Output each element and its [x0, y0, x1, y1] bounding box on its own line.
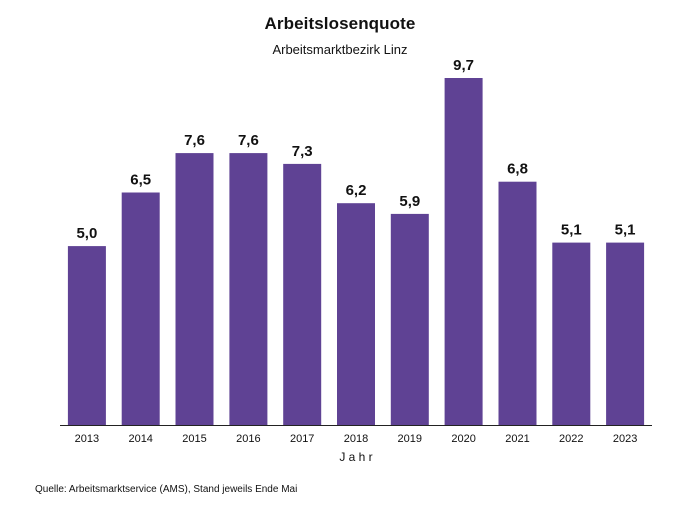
data-label-2019: 5,9	[399, 193, 420, 210]
x-tick-2021: 2021	[505, 433, 529, 445]
x-tick-2017: 2017	[290, 433, 314, 445]
bar-2015	[175, 153, 214, 425]
x-tick-2019: 2019	[398, 433, 422, 445]
bar-2013	[67, 246, 106, 425]
data-label-2017: 7,3	[292, 143, 313, 160]
bar-2020	[444, 78, 483, 425]
bar-2018	[337, 203, 375, 425]
x-tick-2023: 2023	[613, 433, 637, 445]
bar-2016	[229, 153, 268, 425]
data-label-2013: 5,0	[76, 225, 97, 242]
bar-2022	[552, 242, 591, 425]
x-tick-2022: 2022	[559, 433, 583, 445]
x-tick-2014: 2014	[128, 433, 152, 445]
x-axis-label: J a h r	[339, 450, 372, 464]
bar-2023	[606, 242, 645, 425]
x-tick-2016: 2016	[236, 433, 260, 445]
chart-subtitle: Arbeitsmarktbezirk Linz	[272, 42, 408, 57]
source-note: Quelle: Arbeitsmarktservice (AMS), Stand…	[35, 484, 298, 495]
data-label-2020: 9,7	[453, 57, 474, 74]
chart-title: Arbeitslosenquote	[264, 14, 416, 33]
data-label-2021: 6,8	[507, 161, 528, 178]
data-label-2022: 5,1	[561, 222, 582, 239]
data-label-2016: 7,6	[238, 132, 259, 149]
data-label-2015: 7,6	[184, 132, 205, 149]
x-tick-labels: 2013 2014 2015 2016 2017 2018 2019 2020 2021 2022…	[75, 433, 638, 445]
x-tick-2015: 2015	[182, 433, 206, 445]
bar-2021	[498, 181, 537, 425]
data-label-2014: 6,5	[130, 172, 151, 189]
data-label-2018: 6,2	[346, 182, 367, 199]
bar-2014	[121, 192, 160, 425]
bars-group: 5,0 6,5 7,6 7,6 7,3 6,2 5,9 9,7 6,8 5,1 5,1	[67, 57, 645, 425]
x-tick-2018: 2018	[344, 433, 368, 445]
bar-2019	[390, 213, 429, 425]
bar-2017	[283, 163, 322, 425]
x-tick-2020: 2020	[451, 433, 475, 445]
x-tick-2013: 2013	[75, 433, 99, 445]
data-label-2023: 5,1	[615, 222, 636, 239]
bar-chart: 5,06,57,6 7,67,36,25,99,76,85,1 5,1 2013 20…	[60, 57, 652, 464]
